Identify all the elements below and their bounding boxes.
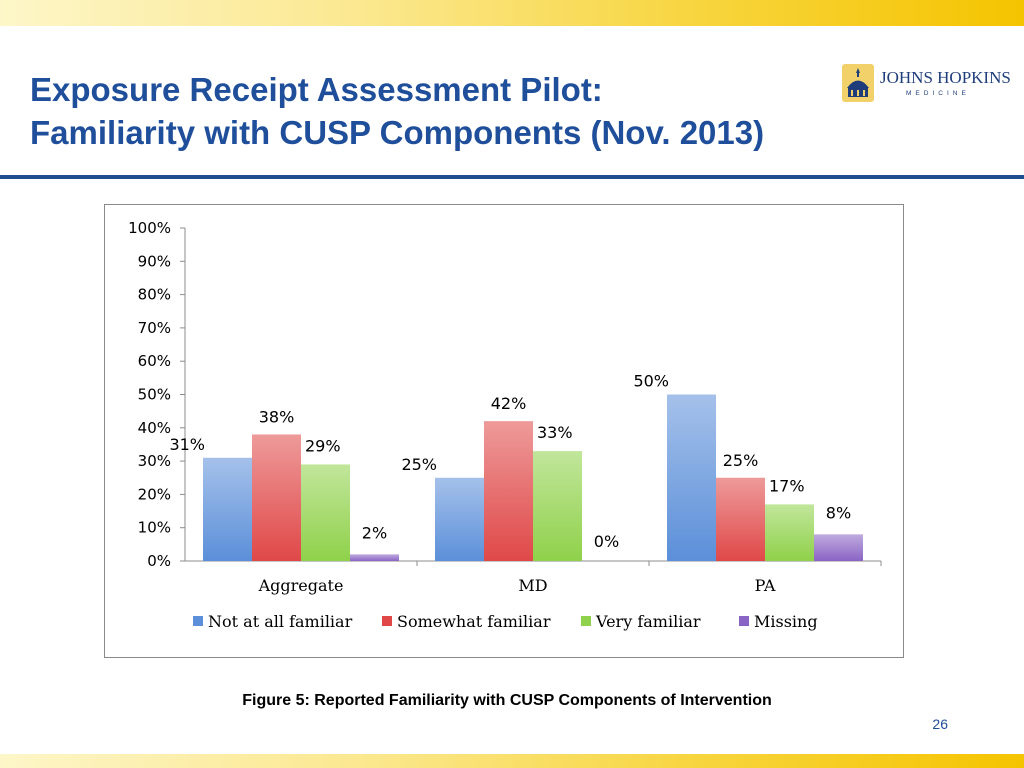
data-label: 29% xyxy=(305,436,341,455)
bar-missing xyxy=(814,534,863,561)
legend-swatch xyxy=(193,616,203,626)
x-category-label: MD xyxy=(518,576,547,595)
figure-caption: Figure 5: Reported Familiarity with CUSP… xyxy=(242,692,772,709)
data-label: 2% xyxy=(362,523,387,542)
data-label: 42% xyxy=(491,394,527,413)
bar-somewhat-familiar xyxy=(716,477,765,561)
y-tick-label: 40% xyxy=(138,419,171,437)
y-tick-label: 0% xyxy=(147,552,171,570)
title-divider xyxy=(0,175,1024,179)
top-gold-band xyxy=(0,0,1024,26)
bar-not-at-all-familiar xyxy=(667,394,716,561)
legend-label: Not at all familiar xyxy=(208,612,353,631)
data-label: 25% xyxy=(401,455,437,474)
y-tick-label: 100% xyxy=(128,219,171,237)
legend-swatch xyxy=(581,616,591,626)
legend-swatch xyxy=(382,616,392,626)
bar-chart: 0% 10% 20% 30% 40% 50% 60% 70% 80% 90% 100% Aggrega… xyxy=(128,219,882,631)
x-category-label: Aggregate xyxy=(258,576,344,595)
slide-title: Exposure Receipt Assessment Pilot: Famil… xyxy=(30,68,830,154)
bar-somewhat-familiar xyxy=(252,434,301,561)
bottom-gold-band xyxy=(0,754,1024,768)
data-label: 25% xyxy=(723,451,759,470)
y-tick-label: 80% xyxy=(138,286,171,304)
y-tick-label: 50% xyxy=(138,386,171,404)
data-label: 8% xyxy=(826,503,851,522)
data-label: 17% xyxy=(769,476,805,495)
johns-hopkins-logo: JOHNS HOPKINS MEDICINE xyxy=(840,62,1011,106)
dome-icon xyxy=(842,64,874,102)
page-number: 26 xyxy=(932,716,948,732)
data-label: 0% xyxy=(594,532,619,551)
legend-label: Missing xyxy=(754,612,818,631)
y-tick-label: 30% xyxy=(138,452,171,470)
logo-text-main: JOHNS HOPKINS xyxy=(880,68,1011,87)
legend-label: Somewhat familiar xyxy=(397,612,551,631)
legend-swatch xyxy=(739,616,749,626)
bar-not-at-all-familiar xyxy=(435,477,484,561)
y-tick-label: 70% xyxy=(138,319,171,337)
y-tick-label: 10% xyxy=(138,519,171,537)
data-label: 50% xyxy=(633,372,669,391)
bar-somewhat-familiar xyxy=(484,421,533,561)
title-line-1: Exposure Receipt Assessment Pilot: xyxy=(30,71,603,108)
bar-missing xyxy=(350,554,399,561)
legend-label: Very familiar xyxy=(595,612,701,631)
y-tick-label: 60% xyxy=(138,352,171,370)
logo-text-sub: MEDICINE xyxy=(906,90,970,97)
y-tick-label: 90% xyxy=(138,252,171,270)
bar-not-at-all-familiar xyxy=(203,457,252,561)
x-category-label: PA xyxy=(755,576,776,595)
data-label: 33% xyxy=(537,423,573,442)
bar-very-familiar xyxy=(533,451,582,561)
chart-container: 0% 10% 20% 30% 40% 50% 60% 70% 80% 90% 100% Aggrega… xyxy=(104,204,904,658)
bar-very-familiar xyxy=(301,464,350,561)
bar-very-familiar xyxy=(765,504,814,561)
y-tick-label: 20% xyxy=(138,485,171,503)
title-line-2: Familiarity with CUSP Components (Nov. 2… xyxy=(30,114,765,151)
data-label: 38% xyxy=(259,407,295,426)
data-label: 31% xyxy=(169,435,205,454)
